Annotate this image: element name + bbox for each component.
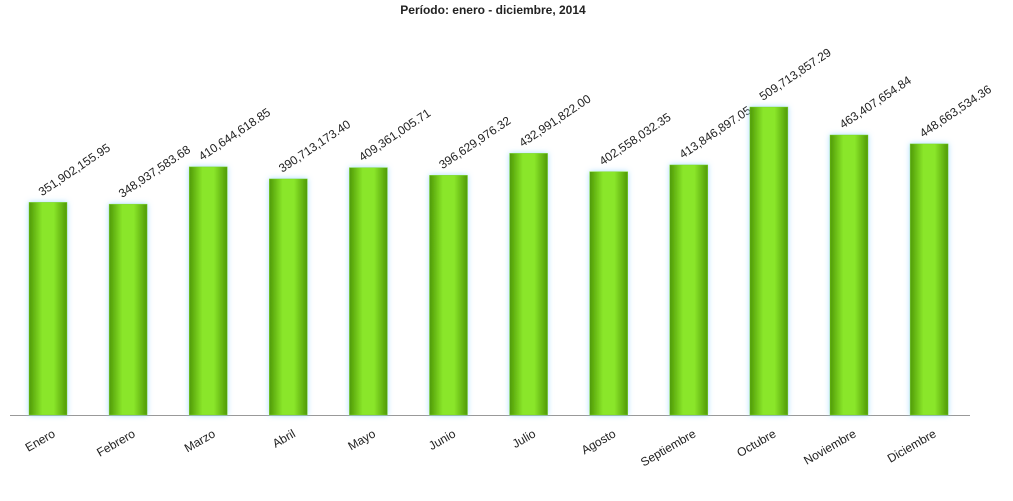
x-tick-label: Julio	[510, 426, 539, 451]
bar	[349, 167, 388, 416]
bar	[669, 164, 709, 416]
x-tick-label: Agosto	[579, 426, 619, 457]
data-label: 402,558,032.35	[597, 110, 674, 168]
data-label: 413,846,897.05	[677, 103, 754, 161]
bar	[429, 175, 468, 416]
bar	[269, 178, 308, 416]
bar	[188, 166, 228, 416]
x-tick-label: Febrero	[94, 426, 138, 459]
x-tick-label: Marzo	[182, 426, 218, 455]
data-label: 396,629,976.32	[436, 113, 513, 171]
x-tick-label: Octubre	[734, 426, 778, 460]
x-tick-label: Junio	[426, 426, 458, 453]
x-tick-label: Septiembre	[638, 426, 698, 469]
data-label: 390,713,173.40	[276, 117, 353, 175]
bar	[589, 171, 628, 416]
x-tick-label: Mayo	[345, 426, 378, 453]
bar	[108, 203, 148, 416]
data-label: 463,407,654.84	[837, 73, 914, 131]
bar	[28, 202, 68, 416]
data-label: 448,663,534.36	[917, 82, 994, 140]
x-tick-label: Abril	[270, 426, 298, 450]
bar	[829, 134, 869, 416]
bar	[509, 153, 548, 416]
data-label: 409,361,005.71	[356, 106, 433, 164]
x-tick-label: Noviembre	[801, 426, 859, 467]
chart-title: Período: enero - diciembre, 2014	[400, 3, 586, 17]
data-label: 348,937,583.68	[116, 142, 193, 200]
data-label: 432,991,822.00	[516, 91, 593, 149]
data-label: 509,713,857.29	[757, 45, 834, 103]
data-label: 410,644,618.85	[196, 105, 273, 163]
x-tick-label: Enero	[23, 426, 58, 454]
bar	[909, 143, 949, 416]
x-tick-label: Diciembre	[885, 426, 939, 465]
bar	[749, 106, 789, 416]
data-label: 351,902,155.95	[36, 140, 113, 198]
